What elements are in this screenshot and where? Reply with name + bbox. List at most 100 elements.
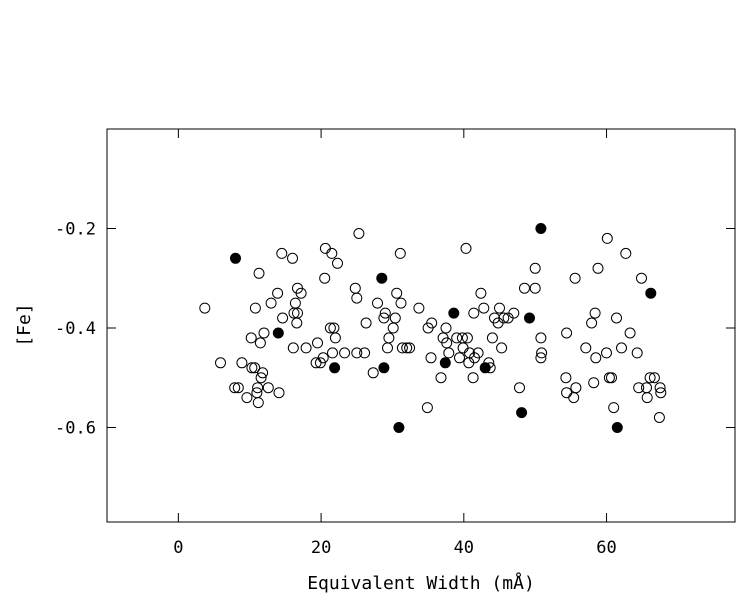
data-point-open <box>312 337 323 349</box>
data-point-open <box>451 332 463 344</box>
data-point-open <box>636 272 647 284</box>
data-point-filled <box>516 407 528 419</box>
data-point-open <box>215 357 226 369</box>
data-point-open <box>486 332 498 344</box>
data-point-open <box>349 282 361 294</box>
data-point-open <box>644 372 656 384</box>
x-tick-label: 60 <box>596 538 616 558</box>
y-tick-label: -0.6 <box>55 418 96 438</box>
data-point-open <box>396 342 408 354</box>
data-point-open <box>461 332 473 344</box>
data-point-open <box>389 312 401 324</box>
data-point-open <box>287 342 299 354</box>
data-point-open <box>494 302 505 314</box>
y-axis-label: [Fe] <box>14 303 35 346</box>
data-point-open <box>413 302 425 314</box>
data-point-open <box>569 272 581 284</box>
data-point-filled <box>479 362 491 374</box>
data-point-open <box>560 372 572 384</box>
data-point-open <box>603 372 615 384</box>
data-point-open <box>454 352 465 364</box>
data-point-open <box>426 317 438 329</box>
data-point-open <box>611 312 622 324</box>
y-tick-label: -0.2 <box>55 219 96 239</box>
data-point-open <box>508 307 520 319</box>
data-point-filled <box>535 223 547 234</box>
data-point-open <box>592 262 604 274</box>
data-point-open <box>387 322 399 334</box>
data-point-open <box>249 302 261 314</box>
data-point-open <box>568 392 580 404</box>
data-point-open <box>253 267 265 279</box>
data-point-filled <box>439 357 451 369</box>
data-point-open <box>292 307 303 319</box>
x-tick-label: 40 <box>454 538 474 558</box>
data-point-open <box>561 387 573 399</box>
data-points <box>199 223 667 433</box>
data-point-open <box>317 352 329 364</box>
data-point-open <box>536 347 548 359</box>
data-point-open <box>529 282 541 294</box>
data-point-open <box>265 297 277 309</box>
data-point-open <box>332 257 343 269</box>
data-point-open <box>529 262 541 274</box>
data-point-filled <box>272 327 284 339</box>
data-point-open <box>421 402 433 414</box>
data-point-open <box>535 352 547 364</box>
data-point-open <box>359 347 371 359</box>
data-point-open <box>401 342 413 354</box>
data-point-open <box>252 397 264 409</box>
data-point-open <box>241 392 253 404</box>
data-point-open <box>273 387 285 399</box>
data-point-open <box>319 242 331 254</box>
data-point-open <box>310 357 322 369</box>
data-point-open <box>289 297 301 309</box>
data-point-open <box>425 352 437 364</box>
data-point-open <box>245 332 257 344</box>
data-point-open <box>319 272 331 284</box>
data-point-open <box>353 228 365 239</box>
x-tick-label: 0 <box>173 538 183 558</box>
data-point-open <box>478 302 490 314</box>
data-point-open <box>257 367 269 379</box>
data-point-open <box>236 357 248 369</box>
data-point-open <box>367 367 379 379</box>
data-point-open <box>631 347 643 359</box>
data-point-open <box>654 382 666 394</box>
data-point-open <box>232 382 244 394</box>
data-point-open <box>295 287 307 299</box>
data-point-open <box>351 292 363 304</box>
data-point-open <box>339 347 351 359</box>
data-point-open <box>616 342 627 354</box>
data-point-open <box>329 332 341 344</box>
x-tick-label: 20 <box>311 538 331 558</box>
data-point-open <box>570 382 582 394</box>
data-point-open <box>440 322 452 334</box>
data-point-open <box>229 382 241 394</box>
data-point-open <box>382 342 393 354</box>
data-point-open <box>580 342 592 354</box>
data-point-open <box>324 322 336 334</box>
data-point-open <box>624 327 636 339</box>
data-point-open <box>498 312 510 324</box>
data-point-open <box>378 312 390 324</box>
data-point-open <box>258 327 270 339</box>
data-point-open <box>326 247 338 259</box>
data-point-open <box>535 332 547 344</box>
data-point-open <box>590 352 602 364</box>
data-point-open <box>404 342 416 354</box>
data-point-open <box>351 347 363 359</box>
plot-frame <box>106 128 736 523</box>
data-point-filled <box>611 422 623 433</box>
data-point-open <box>653 412 665 423</box>
data-point-open <box>475 287 487 299</box>
data-point-open <box>394 247 406 259</box>
data-point-open <box>586 317 598 329</box>
data-point-open <box>277 312 289 324</box>
data-point-open <box>435 372 447 384</box>
data-point-open <box>383 332 395 344</box>
data-point-open <box>588 377 600 389</box>
data-point-open <box>254 337 266 349</box>
data-point-open <box>246 362 258 374</box>
